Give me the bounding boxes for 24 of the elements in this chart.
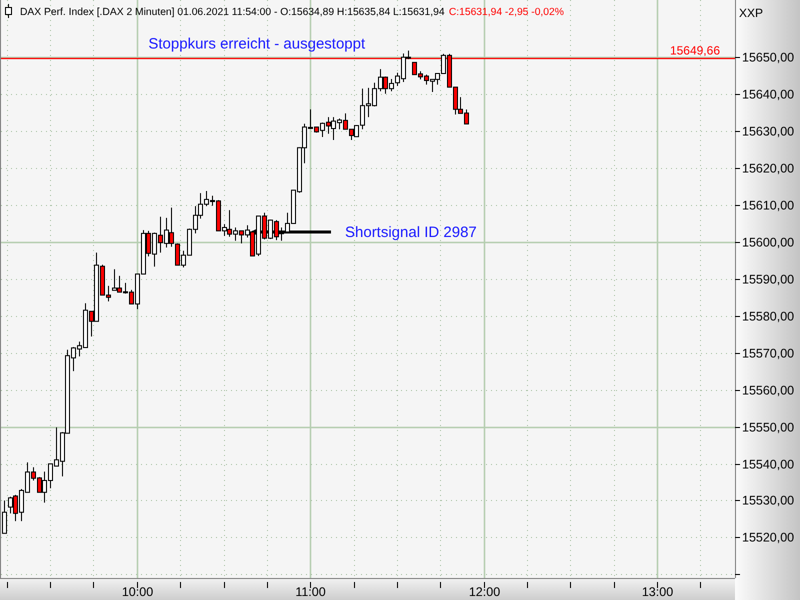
- x-tick-label: 10:00: [122, 585, 154, 599]
- annotation: Shortsignal ID 2987: [345, 224, 477, 241]
- y-tick-label: 15650,00: [742, 50, 794, 64]
- y-tick-label: 15590,00: [742, 272, 794, 286]
- ref-line-label: 15649,66: [670, 44, 720, 58]
- y-tick-label: 15520,00: [742, 530, 794, 544]
- y-tick-label: 15570,00: [742, 346, 794, 360]
- y-tick-label: 15550,00: [742, 420, 794, 434]
- y-tick-label: 15640,00: [742, 88, 794, 102]
- x-tick-label: 13:00: [642, 585, 674, 599]
- y-tick-label: 15540,00: [742, 458, 794, 472]
- text: C:15631,94 -2,95 -0,02%: [448, 7, 564, 18]
- text: DAX Perf. Index [.DAX 2 Minuten] 01.06.2021 11:54:00 - O:15634,89 H:15635,84 L:15631,94: [20, 7, 445, 18]
- y-tick-label: 15620,00: [742, 162, 794, 176]
- y-axis-title: XXP: [739, 6, 764, 20]
- y-tick-label: 15610,00: [742, 198, 794, 212]
- y-tick-label: 15600,00: [742, 236, 794, 250]
- y-tick-label: 15560,00: [742, 384, 794, 398]
- y-tick-label: 15580,00: [742, 310, 794, 324]
- x-tick-label: 12:00: [468, 585, 500, 599]
- y-tick-label: 15530,00: [742, 494, 794, 508]
- y-tick-label: 15630,00: [742, 124, 794, 138]
- x-tick-label: 11:00: [295, 585, 326, 599]
- annotation: Stoppkurs erreicht - ausgestoppt: [148, 36, 366, 52]
